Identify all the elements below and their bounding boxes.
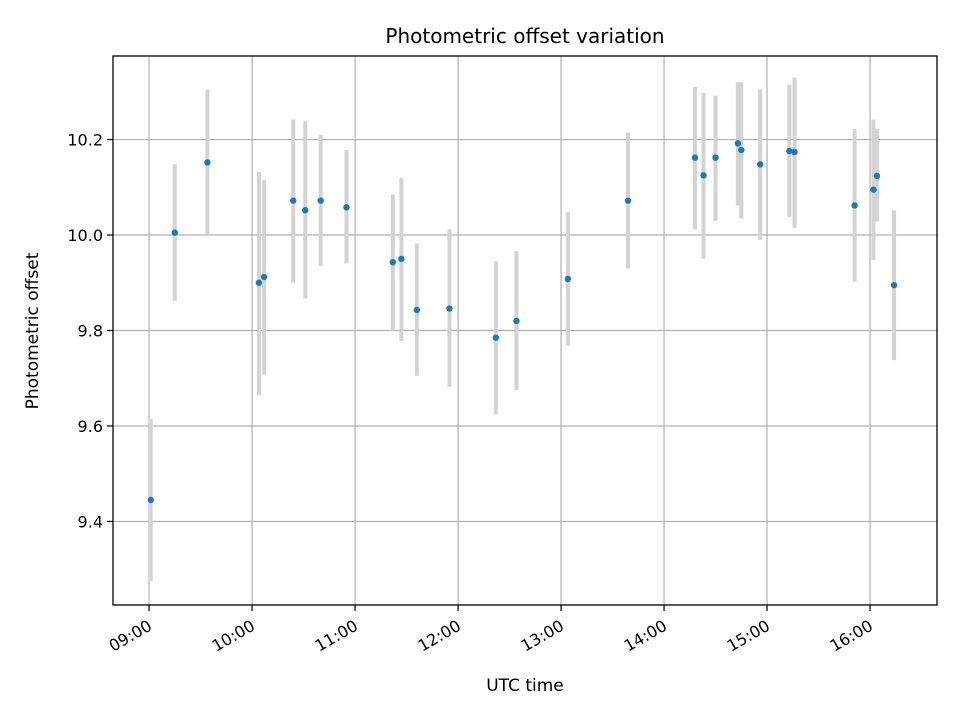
y-tick-label: 9.8	[78, 322, 103, 341]
x-tick-label: 12:00	[415, 616, 464, 656]
data-point	[873, 172, 881, 180]
data-point	[204, 159, 211, 166]
x-tick-label: 11:00	[312, 616, 361, 656]
data-point	[317, 197, 324, 204]
y-axis: 9.4 9.6 9.8 10.0 10.2	[67, 131, 113, 531]
x-tick-label: 16:00	[827, 616, 876, 656]
data-point	[255, 279, 263, 286]
x-tick-label: 09:00	[106, 616, 155, 656]
x-tick-label: 13:00	[518, 616, 567, 656]
y-tick-label: 9.6	[78, 417, 103, 436]
data-point	[413, 306, 421, 314]
data-point	[147, 496, 154, 504]
data-point	[343, 204, 350, 211]
data-point	[890, 281, 898, 289]
y-tick-label: 10.2	[67, 131, 103, 150]
y-axis-title: Photometric offset	[23, 252, 43, 409]
error-bars	[148, 77, 897, 582]
data-point	[870, 186, 877, 193]
data-point	[171, 229, 178, 236]
data-point	[389, 259, 397, 266]
data-point	[302, 206, 309, 214]
x-axis-title: UTC time	[486, 676, 564, 696]
data-points	[147, 140, 898, 504]
data-point	[564, 275, 572, 283]
data-point	[756, 161, 764, 168]
x-axis: 09:00 10:00 11:00 12:00 13:00 14:00 15:00 16:00	[106, 605, 876, 656]
data-point	[398, 255, 405, 263]
data-point	[492, 334, 500, 341]
x-tick-label: 14:00	[621, 616, 670, 656]
data-point	[691, 154, 699, 161]
y-tick-label: 9.4	[78, 512, 103, 531]
x-tick-label: 15:00	[724, 616, 773, 656]
data-point	[260, 273, 268, 281]
data-point	[851, 202, 858, 209]
data-point	[734, 140, 742, 147]
data-point	[738, 146, 745, 154]
data-point	[791, 148, 798, 156]
data-point	[446, 305, 453, 312]
data-point	[700, 172, 707, 179]
y-tick-label: 10.0	[67, 226, 103, 245]
data-point	[786, 147, 793, 155]
grid	[113, 56, 937, 605]
data-point	[290, 197, 297, 204]
x-tick-label: 10:00	[209, 616, 258, 656]
data-point	[624, 197, 632, 204]
data-point	[712, 154, 719, 161]
chart-title: Photometric offset variation	[385, 24, 664, 48]
data-point	[513, 317, 520, 325]
